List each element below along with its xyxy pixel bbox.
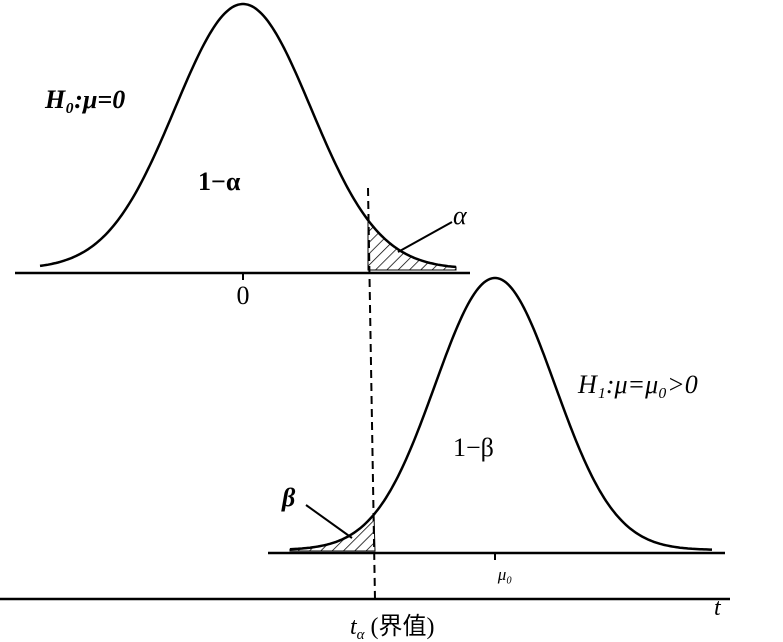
mu0-label: μ₀ (497, 565, 513, 584)
h0-curve (39, 2, 457, 269)
shapes (39, 2, 712, 552)
t-label: t (714, 595, 722, 621)
critical-suffix: (界值) (371, 613, 435, 640)
critical-label: tα (界值) (350, 613, 435, 642)
beta-leader (305, 504, 353, 539)
alpha-label: α (453, 201, 468, 230)
h1-label: H₁:μ=μ₀>0 (577, 370, 698, 399)
beta-region (289, 513, 376, 552)
critical-line (367, 187, 376, 601)
critical-sub: α (357, 627, 366, 642)
one-minus-alpha: 1−α (198, 167, 241, 196)
zero-label: 0 (237, 281, 250, 310)
h0-label: H₀:μ=0 (44, 85, 125, 114)
h1-curve (289, 276, 712, 551)
beta-label: β (281, 483, 296, 512)
critical-base: t (350, 614, 358, 640)
alpha-leader (397, 221, 453, 253)
one-minus-beta: 1−β (453, 433, 494, 462)
